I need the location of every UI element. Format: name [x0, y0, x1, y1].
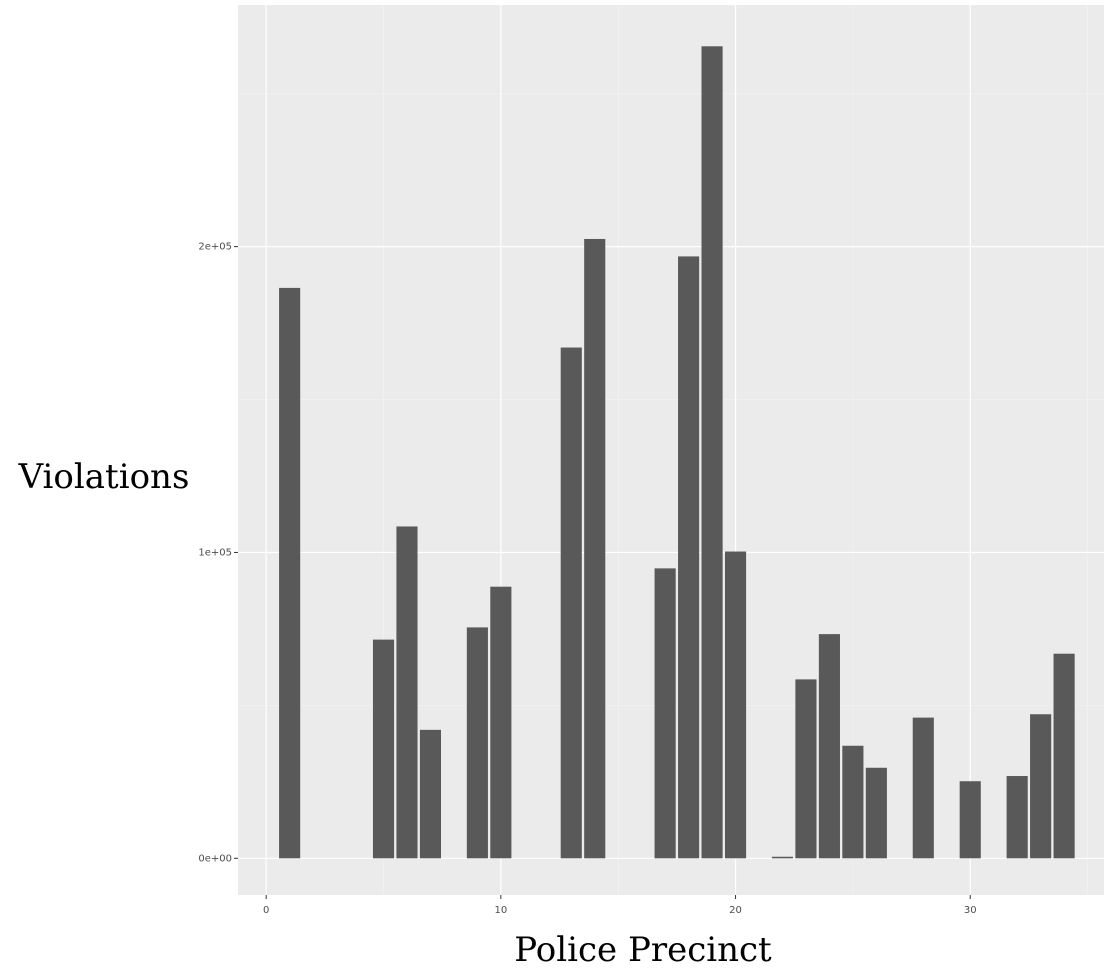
bar: [912, 717, 934, 859]
x-axis-title: Police Precinct: [514, 930, 772, 970]
bar: [372, 639, 395, 859]
bar: [842, 745, 864, 859]
y-axis: 0e+00 1e+05 2e+05: [198, 242, 238, 864]
bar: [490, 586, 512, 859]
bar: [279, 287, 301, 859]
bar: [795, 679, 817, 859]
y-tick-label: 2e+05: [198, 242, 232, 253]
bar: [419, 729, 442, 859]
bar: [1053, 653, 1075, 859]
bar: [1030, 714, 1052, 859]
bar: [560, 347, 582, 859]
bar: [1006, 776, 1028, 859]
x-tick-label: 20: [729, 905, 742, 916]
bar: [865, 767, 887, 859]
x-tick-label: 10: [494, 905, 507, 916]
bar: [771, 856, 794, 859]
x-tick-label: 30: [964, 905, 977, 916]
bar: [466, 627, 488, 859]
x-tick-label: 0: [263, 905, 269, 916]
bar: [701, 46, 723, 859]
bar: [584, 238, 606, 859]
bar: [818, 634, 840, 859]
bar: [654, 568, 676, 859]
bar: [396, 526, 418, 859]
bar: [724, 551, 747, 859]
bar: [678, 256, 700, 859]
minor-gridlines: [238, 5, 1104, 895]
y-axis-title: Violations: [18, 457, 190, 497]
bar: [959, 781, 981, 859]
y-tick-label: 1e+05: [198, 547, 232, 558]
y-tick-label: 0e+00: [198, 853, 232, 864]
bars: [279, 46, 1075, 859]
x-axis: 0 10 20 30: [263, 895, 977, 916]
